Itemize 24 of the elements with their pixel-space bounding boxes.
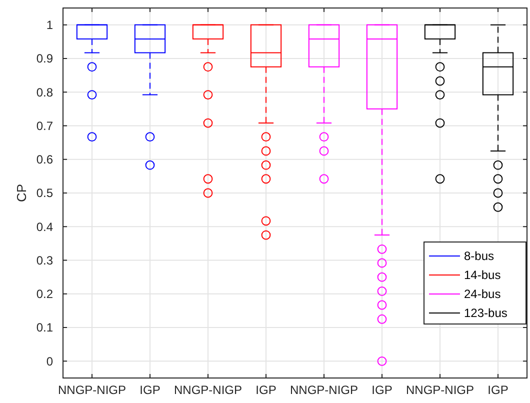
- legend-label: 123-bus: [464, 306, 508, 320]
- y-tick-label: 0.8: [36, 85, 54, 100]
- y-tick-label: 0.9: [36, 52, 54, 66]
- x-tick-label: NNGP-NIGP: [290, 383, 358, 397]
- legend-label: 24-bus: [464, 287, 501, 302]
- x-tick-label: NNGP-NIGP: [58, 383, 126, 397]
- x-tick-label: IGP: [372, 383, 392, 397]
- y-tick-label: 1: [46, 18, 54, 32]
- y-tick-label: 0.2: [36, 287, 54, 302]
- legend-label: 8-bus: [464, 249, 494, 264]
- x-tick-label: IGP: [488, 383, 508, 397]
- y-tick-label: 0: [46, 354, 54, 368]
- y-tick-label: 0.3: [36, 253, 54, 268]
- x-tick-label: IGP: [256, 383, 276, 397]
- x-tick-label: NNGP-NIGP: [174, 383, 242, 397]
- y-tick-label: 0.4: [36, 220, 54, 234]
- y-tick-label: 0.6: [36, 152, 54, 167]
- x-tick-label: NNGP-NIGP: [406, 383, 474, 397]
- y-axis-title: CP: [14, 184, 29, 202]
- legend-label: 14-bus: [464, 268, 501, 282]
- y-tick-label: 0.1: [36, 320, 54, 335]
- x-tick-label: IGP: [140, 383, 160, 397]
- y-tick-label: 0.7: [36, 118, 54, 133]
- y-tick-label: 0.5: [36, 186, 54, 200]
